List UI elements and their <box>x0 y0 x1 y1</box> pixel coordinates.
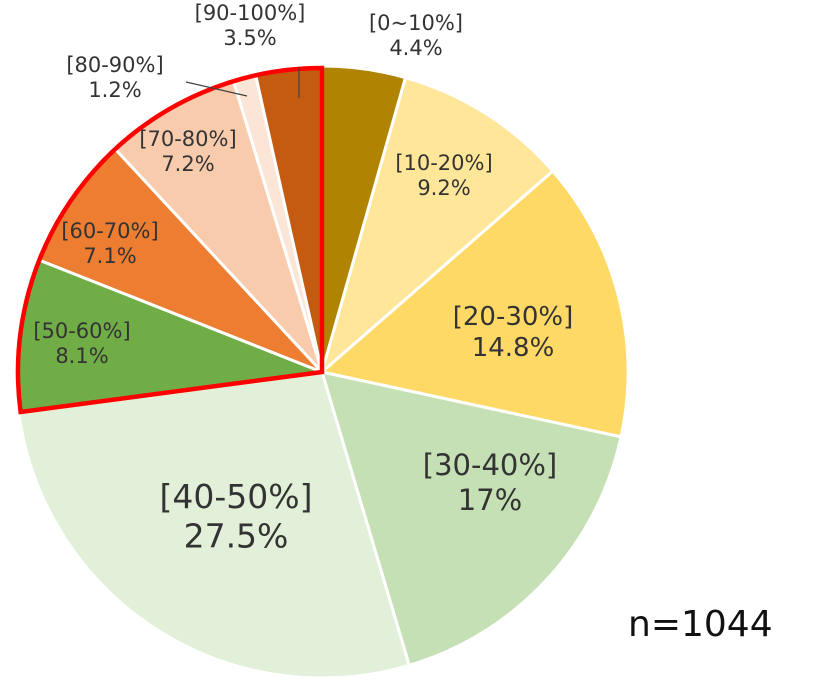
pie-slice-30-40 <box>319 369 623 668</box>
slice-labels: [0~10%] 4.4% [10-20%] 9.2% [20-30%] 14.8% [30-… <box>33 1 573 556</box>
slice-label-70-80: [70-80%] 7.2% <box>139 127 236 176</box>
highlight-outline <box>15 65 325 415</box>
slice-label-60-70: [60-70%] 7.1% <box>61 219 158 268</box>
slice-label-20-30: [20-30%] 14.8% <box>453 302 574 363</box>
sample-size-note: n=1044 <box>628 604 773 645</box>
leader-line-80-90 <box>185 81 248 97</box>
slice-label-50-60: [50-60%] 8.1% <box>33 319 130 368</box>
pie-slice-10-20 <box>319 75 555 377</box>
pie-slices <box>14 64 630 680</box>
leader-lines <box>185 68 300 98</box>
slice-label-90-100: [90-100%] 3.5% <box>195 1 306 50</box>
slice-label-30-40: [30-40%] 17% <box>423 448 557 517</box>
pie-slice-20-30 <box>318 168 630 439</box>
slice-label-0-10: [0~10%] 4.4% <box>369 11 463 60</box>
slice-label-10-20: [10-20%] 9.2% <box>395 151 492 200</box>
pie-slice-40-50 <box>16 370 412 680</box>
slice-label-40-50: [40-50%] 27.5% <box>160 477 313 556</box>
slice-label-80-90: [80-90%] 1.2% <box>66 53 163 102</box>
